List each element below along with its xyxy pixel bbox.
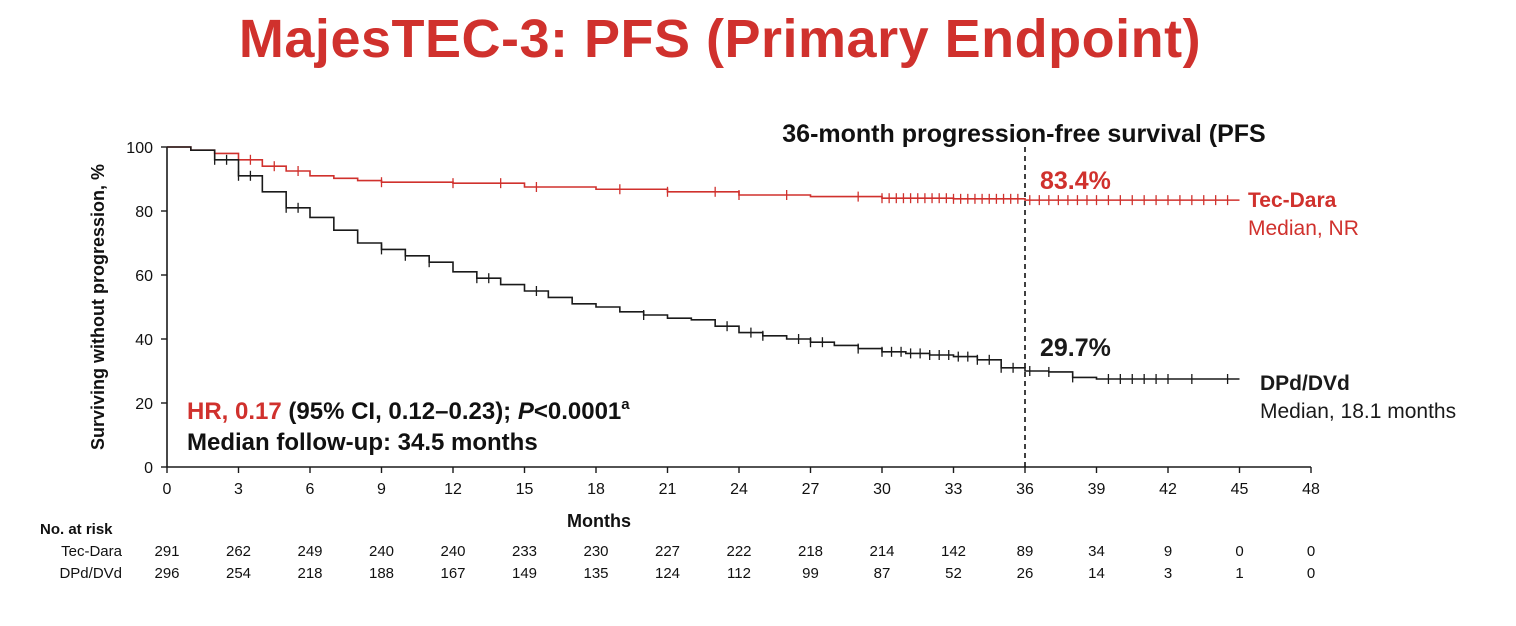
x-tick-label: 42 (1159, 481, 1177, 498)
x-tick-label: 24 (730, 481, 748, 498)
risk-table-cell: 167 (440, 565, 465, 582)
risk-table-cell: 218 (798, 543, 823, 560)
risk-table-cell: 249 (297, 543, 322, 560)
chart-subtitle: 36-month progression-free survival (PFS (782, 120, 1265, 148)
y-tick-label: 60 (135, 268, 153, 285)
risk-table-cell: 14 (1088, 565, 1105, 582)
risk-table-cell: 3 (1164, 565, 1172, 582)
legend-tec-dara-median: Median, NR (1248, 217, 1359, 240)
hazard-ratio-value: HR, 0.17 (187, 398, 282, 425)
legend-tec-dara-name: Tec-Dara (1248, 189, 1337, 212)
x-tick-label: 3 (234, 481, 243, 498)
y-tick-label: 80 (135, 204, 153, 221)
risk-table-cell: 227 (655, 543, 680, 560)
risk-table-cell: 34 (1088, 543, 1105, 560)
tec-dara-36m-rate: 83.4% (1040, 167, 1111, 195)
risk-table-cell: 112 (727, 565, 751, 582)
risk-table-cell: 87 (874, 565, 891, 582)
y-axis-label: Surviving without progression, % (88, 164, 108, 450)
risk-table-cell: 240 (440, 543, 465, 560)
legend-dpd-dvd-median: Median, 18.1 months (1260, 400, 1456, 423)
y-tick-label: 40 (135, 332, 153, 349)
risk-table-cell: 0 (1307, 543, 1315, 560)
x-tick-label: 18 (587, 481, 605, 498)
risk-table-cell: 142 (941, 543, 966, 560)
risk-table-cell: 230 (583, 543, 608, 560)
risk-table-cell: 291 (154, 543, 179, 560)
risk-table-cell: 1 (1235, 565, 1243, 582)
x-tick-label: 6 (306, 481, 315, 498)
risk-table-cell: 218 (297, 565, 322, 582)
risk-table-cell: 26 (1017, 565, 1034, 582)
x-tick-label: 12 (444, 481, 462, 498)
slide-title: MajesTEC-3: PFS (Primary Endpoint) (238, 9, 1202, 69)
y-tick-label: 20 (135, 396, 153, 413)
p-label: P (518, 398, 535, 425)
p-footnote: a (621, 396, 630, 413)
risk-table-cell: 99 (802, 565, 819, 582)
y-tick-label: 100 (126, 140, 153, 157)
risk-table-cell: 89 (1017, 543, 1034, 560)
risk-table-cell: 233 (512, 543, 537, 560)
y-tick-label: 0 (144, 460, 153, 477)
median-follow-up: Median follow-up: 34.5 months (187, 429, 538, 456)
risk-table-cell: 135 (583, 565, 608, 582)
risk-table-row-label: DPd/DVd (59, 565, 122, 582)
risk-table-cell: 240 (369, 543, 394, 560)
dpd-dvd-36m-rate: 29.7% (1040, 334, 1111, 362)
x-tick-label: 15 (516, 481, 534, 498)
x-tick-label: 0 (163, 481, 172, 498)
risk-table-cell: 254 (226, 565, 251, 582)
x-tick-label: 45 (1231, 481, 1249, 498)
legend-dpd-dvd-name: DPd/DVd (1260, 372, 1350, 395)
risk-table-cell: 188 (369, 565, 394, 582)
risk-table-header: No. at risk (40, 521, 113, 538)
risk-table-cell: 124 (655, 565, 680, 582)
hazard-ratio-text: HR, 0.17 (95% CI, 0.12–0.23); P<0.0001a (187, 396, 630, 425)
confidence-interval: (95% CI, 0.12–0.23); (282, 398, 518, 425)
risk-table-cell: 0 (1307, 565, 1315, 582)
p-value: <0.0001 (534, 398, 621, 425)
risk-table-cell: 222 (726, 543, 751, 560)
risk-table-cell: 9 (1164, 543, 1172, 560)
x-tick-label: 33 (945, 481, 963, 498)
risk-table-row-label: Tec-Dara (61, 543, 123, 560)
x-tick-label: 30 (873, 481, 891, 498)
x-axis-label: Months (567, 511, 631, 531)
x-tick-label: 27 (802, 481, 820, 498)
x-tick-label: 48 (1302, 481, 1320, 498)
x-tick-label: 21 (659, 481, 677, 498)
risk-table-cell: 149 (512, 565, 537, 582)
risk-table-cell: 296 (154, 565, 179, 582)
x-tick-label: 9 (377, 481, 386, 498)
risk-table-cell: 262 (226, 543, 251, 560)
x-tick-label: 36 (1016, 481, 1034, 498)
risk-table-cell: 214 (869, 543, 894, 560)
risk-table-cell: 52 (945, 565, 962, 582)
x-tick-label: 39 (1088, 481, 1106, 498)
risk-table-cell: 0 (1235, 543, 1243, 560)
